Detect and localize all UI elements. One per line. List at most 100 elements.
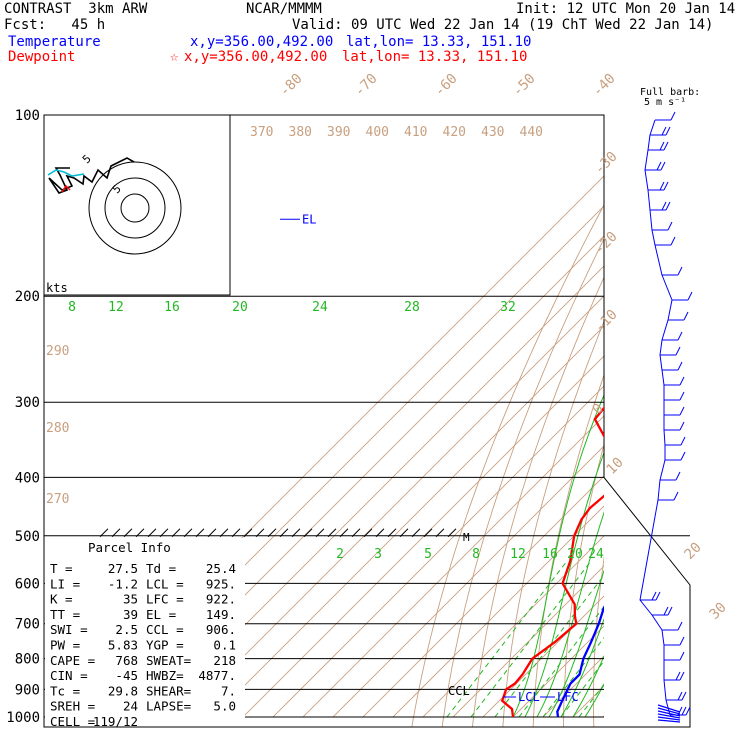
- wind-barb-flag: [675, 471, 681, 481]
- pressure-label: 700: [15, 617, 40, 633]
- parcel-param-value: 906.: [206, 622, 236, 637]
- wind-barb-flag: [667, 221, 673, 231]
- cap-hatch: [399, 528, 409, 538]
- mixing-ratio-label: 8: [472, 547, 480, 562]
- parcel-param-value: 149.: [206, 607, 236, 622]
- hodograph-units: kts: [46, 281, 68, 295]
- wind-barb-surface: [657, 710, 681, 717]
- pressure-label: 800: [15, 652, 40, 668]
- valid-time: Valid: 09 UTC Wed 22 Jan 14 (19 ChT Wed …: [292, 17, 714, 33]
- wind-barb-surface: [657, 704, 681, 713]
- wind-barb-flag: [659, 181, 665, 191]
- isotherm-line: [182, 295, 604, 718]
- dry-adiabat-label: 280: [46, 421, 69, 436]
- isotherm-line: [302, 415, 604, 718]
- parcel-param-value: -45: [115, 668, 138, 683]
- pressure-label: 100: [15, 108, 40, 124]
- hodograph-trace-low: [47, 169, 85, 177]
- dewpoint-profile: [500, 406, 604, 718]
- parcel-info-title: Parcel Info: [88, 540, 171, 555]
- mixing-ratio-label: 32: [500, 300, 516, 315]
- dewpoint-legend: Dewpoint: [8, 49, 76, 65]
- cap-hatch: [279, 528, 289, 538]
- wind-barb-flag: [681, 691, 687, 701]
- wind-barb-flag: [663, 141, 669, 151]
- model-title: CONTRAST 3km ARW: [4, 1, 148, 17]
- wind-barb-flag: [679, 421, 685, 431]
- temperature-legend: Temperature: [8, 34, 101, 50]
- mixing-ratio-label: 24: [312, 300, 328, 315]
- wind-barb-flag: [683, 311, 689, 321]
- cap-hatch: [159, 528, 169, 538]
- pressure-label: 500: [15, 529, 40, 545]
- cap-hatch: [435, 528, 445, 538]
- cap-hatch: [195, 528, 205, 538]
- dry-adiabat-label: 420: [443, 125, 466, 140]
- dry-adiabat-label: 410: [404, 125, 427, 140]
- wind-barb-surface: [657, 716, 681, 721]
- wind-barb-flag: [661, 201, 667, 211]
- parcel-param-value: -1.2: [108, 576, 138, 591]
- mixing-ratio-line: [494, 574, 604, 718]
- wind-barb-flag: [659, 141, 665, 151]
- parcel-param-name: LCL =: [146, 576, 184, 591]
- mixing-ratio-label: 20: [232, 300, 248, 315]
- parcel-param-value: 29.8: [108, 683, 138, 698]
- dry-adiabat-label: 400: [366, 125, 389, 140]
- cap-hatch: [327, 528, 337, 538]
- hodograph-frame: [43, 114, 231, 296]
- mixing-ratio-label: 3: [374, 547, 382, 562]
- wind-barb-flag: [677, 331, 683, 341]
- parcel-param-name: LI =: [50, 576, 80, 591]
- dewpoint-marker-icon: ☆: [170, 49, 179, 65]
- isotherm-line: [272, 385, 604, 718]
- mixing-ratio-label: 2: [336, 547, 344, 562]
- parcel-param-name: LFC =: [146, 592, 184, 607]
- parcel-param-value: 119/12: [93, 714, 138, 729]
- dry-adiabat-line: [730, 115, 740, 730]
- cap-hatch: [99, 528, 109, 538]
- dry-adiabat-line: [441, 237, 604, 727]
- barb-scale-label: Full barb:: [640, 87, 700, 98]
- init-time: Init: 12 UTC Mon 20 Jan 14: [516, 1, 736, 17]
- wind-barb-flag: [665, 126, 671, 136]
- lcl-label: LCL: [518, 690, 540, 704]
- barb-staff-line: [639, 119, 673, 716]
- cap-hatch: [207, 528, 217, 538]
- dewpoint-latlon: lat,lon= 13.33, 151.10: [342, 49, 528, 65]
- barb-scale-units: 5 m s⁻¹: [644, 97, 686, 108]
- dry-adiabat-line: [532, 373, 604, 727]
- dry-adiabat-line: [704, 115, 740, 730]
- dry-adiabat-label: 290: [46, 344, 69, 359]
- moist-adiabat-line: [536, 511, 604, 718]
- parcel-param-name: LAPSE=: [146, 699, 191, 714]
- wind-barb-flag: [679, 636, 685, 646]
- wind-barb-flag: [679, 391, 685, 401]
- parcel-param-value: 27.5: [108, 561, 138, 576]
- cap-hatch: [219, 528, 229, 538]
- mixing-ratio-label: 12: [510, 547, 526, 562]
- mixing-ratio-line: [446, 560, 568, 718]
- parcel-info-box: Parcel Info T = 27.5 Td = 25.4 LI = -1.2 LCL = 9…: [45, 538, 245, 729]
- wind-barb-flag: [679, 651, 685, 661]
- wind-barb-flag: [667, 606, 673, 616]
- dry-adiabat-line: [563, 442, 604, 727]
- wind-barb-flag: [651, 591, 657, 601]
- isotherm-line: [392, 505, 604, 718]
- cap-hatch: [339, 528, 349, 538]
- parcel-param-name: EL =: [146, 607, 176, 622]
- isotherm-line: [152, 265, 604, 718]
- wind-barb-surface: [657, 713, 681, 719]
- cap-hatch: [315, 528, 325, 538]
- dry-adiabat-label: 380: [289, 125, 312, 140]
- cap-hatch: [135, 528, 145, 538]
- wind-barb-flag: [675, 671, 681, 681]
- dry-adiabat-line: [623, 115, 740, 730]
- mixing-ratio-label: 8: [68, 300, 76, 315]
- mixing-ratio-label: 12: [108, 300, 124, 315]
- mixing-ratio-line: [470, 560, 592, 718]
- cap-hatch: [231, 528, 241, 538]
- organization: NCAR/MMMM: [246, 1, 322, 17]
- wind-barb-surface: [657, 707, 681, 715]
- isotherm-line: [452, 565, 604, 718]
